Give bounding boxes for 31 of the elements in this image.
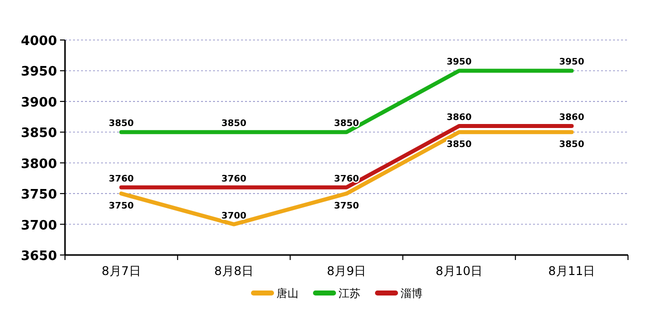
x-tick-label: 8月8日 bbox=[214, 264, 254, 278]
legend-label: 唐山 bbox=[276, 287, 298, 300]
legend-label: 淄博 bbox=[400, 287, 422, 300]
data-label: 3850 bbox=[108, 119, 134, 130]
x-tick-label: 8月10日 bbox=[436, 264, 483, 278]
y-tick-label: 3900 bbox=[20, 95, 57, 110]
x-tick-label: 8月7日 bbox=[102, 264, 141, 278]
data-label: 3760 bbox=[334, 174, 360, 184]
y-tick-label: 4000 bbox=[20, 34, 57, 49]
y-tick-label: 3800 bbox=[20, 156, 57, 172]
data-label: 3860 bbox=[559, 113, 584, 123]
data-label: 3860 bbox=[446, 113, 472, 123]
legend-label: 江苏 bbox=[338, 287, 360, 300]
data-label: 3760 bbox=[221, 174, 246, 184]
y-tick-label: 3700 bbox=[20, 218, 57, 234]
data-label: 3950 bbox=[559, 58, 584, 68]
x-tick-label: 8月9日 bbox=[326, 264, 366, 278]
data-label: 3850 bbox=[559, 140, 584, 150]
data-label: 3950 bbox=[446, 58, 472, 68]
data-label: 3850 bbox=[221, 119, 246, 130]
data-label: 3850 bbox=[334, 119, 360, 130]
data-label: 3850 bbox=[446, 140, 472, 150]
data-label: 3700 bbox=[221, 211, 246, 222]
y-tick-label: 3950 bbox=[20, 64, 57, 80]
y-tick-label: 3750 bbox=[20, 188, 57, 203]
y-tick-label: 3850 bbox=[20, 126, 57, 142]
y-tick-label: 3650 bbox=[20, 249, 57, 264]
data-label: 3750 bbox=[108, 202, 134, 212]
data-label: 3760 bbox=[108, 174, 134, 184]
data-label: 3750 bbox=[334, 202, 360, 212]
x-tick-label: 8月11日 bbox=[548, 264, 596, 278]
